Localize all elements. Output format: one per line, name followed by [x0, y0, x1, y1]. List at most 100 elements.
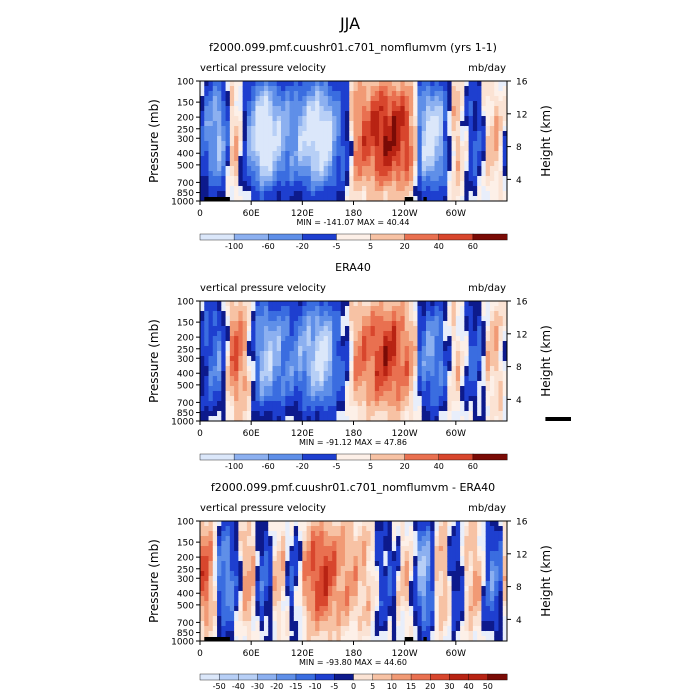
heatmap-cell [481, 411, 487, 417]
heatmap-cell [234, 536, 239, 542]
heatmap-cell [229, 326, 235, 332]
heatmap-cell [336, 401, 342, 407]
heatmap-cell [306, 596, 312, 602]
heatmap-cell [289, 416, 295, 422]
heatmap-cell [281, 186, 286, 192]
heatmap-cell [268, 101, 273, 107]
heatmap-cell [323, 346, 329, 352]
heatmap-cell [302, 106, 307, 112]
heatmap-cell [434, 401, 440, 407]
heatmap-cell [379, 96, 384, 102]
heatmap-cell [404, 361, 410, 367]
heatmap-cell [417, 576, 423, 582]
heatmap-cell [383, 136, 389, 142]
heatmap-cell [204, 611, 209, 617]
heatmap-cell [353, 546, 359, 552]
heatmap-cell [204, 376, 209, 382]
heatmap-cell [200, 326, 205, 332]
heatmap-cell [391, 636, 397, 642]
heatmap-cell [208, 596, 214, 602]
heatmap-cell [217, 116, 222, 122]
heatmap-cell [434, 86, 440, 92]
heatmap-cell [336, 161, 342, 167]
heatmap-cell [217, 336, 222, 342]
heatmap-cell [293, 376, 299, 382]
heatmap-cell [344, 196, 350, 202]
heatmap-cell [468, 171, 474, 177]
heatmap-cell [246, 386, 252, 392]
heatmap-cell [255, 196, 261, 202]
heatmap-cell [323, 621, 329, 627]
heatmap-cell [259, 611, 265, 617]
heatmap-cell [310, 196, 316, 202]
heatmap-cell [455, 341, 461, 347]
heatmap-cell [447, 146, 452, 152]
heatmap-cell [225, 361, 231, 367]
heatmap-cell [357, 386, 363, 392]
heatmap-cell [310, 141, 316, 147]
heatmap-cell [263, 341, 269, 347]
heatmap-cell [408, 541, 414, 547]
heatmap-cell [268, 576, 273, 582]
heatmap-cell [272, 546, 278, 552]
heatmap-cell [443, 366, 448, 372]
heatmap-cell [272, 171, 278, 177]
heatmap-cell [332, 186, 337, 192]
heatmap-cell [477, 106, 482, 112]
heatmap-cell [425, 606, 431, 612]
heatmap-cell [234, 311, 239, 317]
heatmap-cell [460, 401, 465, 407]
heatmap-cell [353, 341, 359, 347]
heatmap-cell [464, 166, 470, 172]
heatmap-cell [366, 556, 371, 562]
heatmap-cell [268, 166, 273, 172]
heatmap-cell [293, 141, 299, 147]
heatmap-cell [396, 316, 401, 322]
heatmap-cell [353, 551, 359, 557]
heatmap-cell [374, 581, 380, 587]
heatmap-cell [208, 186, 214, 192]
heatmap-cell [413, 416, 418, 422]
heatmap-cell [246, 116, 252, 122]
heatmap-cell [208, 386, 214, 392]
y2-tick-label: 4 [516, 396, 522, 406]
heatmap-cell [344, 306, 350, 312]
heatmap-cell [413, 536, 418, 542]
heatmap-cell [400, 576, 406, 582]
heatmap-cell [498, 391, 504, 397]
heatmap-cell [494, 156, 499, 162]
heatmap-cell [485, 191, 491, 197]
heatmap-cell [413, 371, 418, 377]
heatmap-cell [281, 306, 286, 312]
heatmap-cell [349, 366, 354, 372]
heatmap-cell [404, 346, 410, 352]
heatmap-cell [263, 81, 269, 87]
heatmap-cell [315, 591, 320, 597]
heatmap-cell [234, 336, 239, 342]
heatmap-cell [259, 526, 265, 532]
heatmap-cell [229, 336, 235, 342]
heatmap-cell [413, 91, 418, 97]
heatmap-cell [340, 126, 346, 132]
heatmap-cell [379, 131, 384, 137]
heatmap-cell [251, 401, 256, 407]
heatmap-cell [217, 386, 222, 392]
heatmap-cell [263, 561, 269, 567]
heatmap-cell [319, 581, 325, 587]
heatmap-cell [344, 381, 350, 387]
heatmap-cell [421, 336, 427, 342]
heatmap-cell [383, 131, 389, 137]
heatmap-cell [323, 626, 329, 632]
heatmap-cell [221, 381, 226, 387]
heatmap-cell [425, 346, 431, 352]
heatmap-cell [391, 401, 397, 407]
heatmap-cell [246, 331, 252, 337]
heatmap-cell [383, 366, 389, 372]
heatmap-cell [238, 616, 244, 622]
heatmap-cell [472, 331, 478, 337]
heatmap-cell [306, 306, 312, 312]
heatmap-cell [285, 126, 290, 132]
heatmap-cell [289, 96, 295, 102]
heatmap-cell [234, 321, 239, 327]
heatmap-cell [251, 616, 256, 622]
